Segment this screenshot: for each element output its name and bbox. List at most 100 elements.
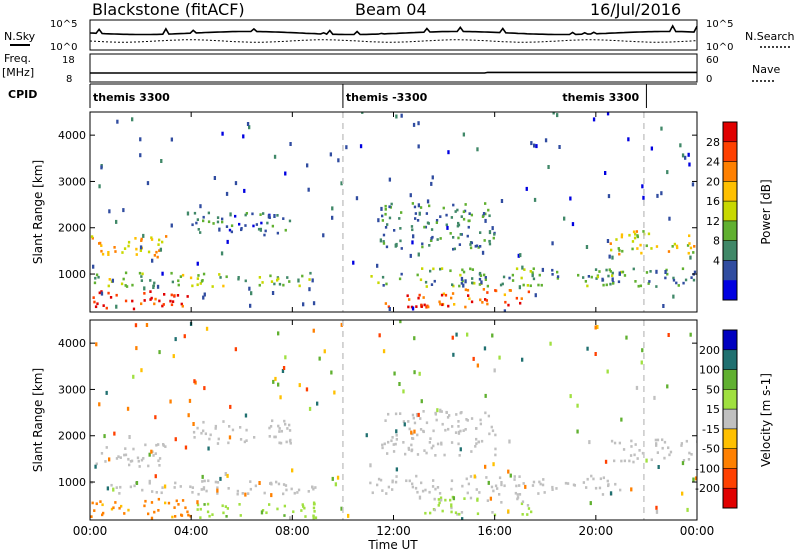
data-cell — [205, 326, 209, 331]
data-cell — [429, 239, 433, 242]
data-cell — [202, 429, 205, 433]
data-cell — [441, 422, 444, 426]
data-cell — [237, 277, 240, 281]
data-cell — [399, 412, 402, 415]
data-cell — [688, 162, 691, 167]
data-cell — [482, 212, 486, 215]
data-cell — [158, 299, 161, 303]
freq-unit: [MHz] — [2, 66, 34, 79]
data-cell — [484, 276, 487, 279]
data-cell — [226, 473, 229, 478]
data-cell — [416, 490, 419, 494]
data-cell — [206, 510, 210, 514]
data-cell — [139, 137, 142, 142]
data-cell — [100, 452, 104, 455]
data-cell — [282, 483, 286, 486]
data-cell — [479, 274, 483, 277]
data-cell — [277, 382, 280, 387]
data-cell — [424, 488, 427, 492]
data-cell — [425, 421, 429, 425]
data-cell — [382, 240, 385, 243]
data-cell — [219, 476, 222, 481]
data-cell — [475, 488, 478, 491]
data-cell — [430, 283, 434, 286]
data-cell — [219, 276, 222, 279]
data-cell — [613, 459, 616, 463]
data-cell — [216, 492, 219, 495]
data-cell — [153, 254, 157, 257]
data-cell — [423, 225, 426, 229]
data-cell — [539, 482, 542, 486]
data-cell — [108, 209, 111, 214]
data-cell — [387, 485, 391, 489]
data-cell — [276, 278, 279, 282]
data-cell — [503, 293, 507, 297]
data-cell — [455, 413, 458, 416]
data-cell — [411, 240, 414, 245]
colorbar-label: -15 — [702, 423, 720, 436]
data-cell — [590, 275, 593, 279]
data-cell — [647, 282, 650, 285]
data-cell — [421, 267, 424, 270]
data-cell — [486, 302, 489, 306]
data-cell — [492, 462, 495, 467]
data-cell — [645, 244, 648, 248]
data-cell — [595, 277, 598, 280]
data-cell — [122, 208, 125, 213]
data-cell — [630, 445, 633, 448]
data-cell — [608, 254, 611, 259]
data-cell — [623, 459, 627, 463]
data-cell — [203, 292, 206, 297]
data-cell — [666, 384, 669, 389]
data-cell — [469, 243, 472, 246]
data-cell — [480, 439, 484, 443]
data-cell — [663, 456, 666, 460]
data-cell — [433, 279, 436, 283]
data-cell — [486, 499, 490, 502]
data-cell — [402, 389, 405, 394]
data-cell — [187, 413, 190, 418]
data-cell — [208, 437, 211, 441]
data-cell — [250, 291, 253, 296]
data-cell — [197, 274, 200, 277]
data-cell — [134, 237, 137, 240]
data-cell — [388, 307, 391, 311]
data-cell — [214, 480, 218, 484]
data-cell — [186, 211, 190, 216]
colorbar-cell — [723, 409, 737, 430]
data-cell — [418, 495, 422, 500]
data-cell — [244, 213, 247, 217]
data-cell — [141, 272, 144, 276]
data-cell — [462, 429, 465, 432]
data-cell — [620, 270, 623, 274]
data-cell — [457, 425, 460, 428]
data-cell — [631, 247, 634, 251]
data-cell — [221, 504, 224, 508]
data-cell — [174, 437, 177, 442]
data-cell — [304, 515, 307, 518]
data-cell — [469, 267, 472, 271]
data-cell — [532, 277, 536, 281]
colorbar-label: -200 — [695, 482, 720, 495]
data-cell — [494, 453, 497, 457]
data-cell — [494, 289, 497, 292]
data-cell — [280, 429, 284, 433]
data-cell — [293, 491, 296, 495]
data-cell — [521, 513, 524, 516]
colorbar-cell — [723, 428, 737, 450]
data-cell — [485, 299, 489, 302]
data-cell — [224, 472, 227, 476]
data-cell — [292, 510, 295, 514]
data-cell — [605, 268, 608, 272]
data-cell — [669, 450, 673, 454]
data-cell — [288, 280, 291, 283]
data-cell — [263, 233, 266, 237]
power-panel-frame — [89, 111, 698, 313]
data-cell — [500, 199, 504, 203]
data-cell — [630, 487, 633, 492]
data-cell — [123, 453, 126, 457]
data-cell — [464, 288, 468, 292]
data-cell — [191, 491, 194, 494]
colorbar-frame — [722, 329, 738, 509]
data-cell — [240, 228, 243, 232]
